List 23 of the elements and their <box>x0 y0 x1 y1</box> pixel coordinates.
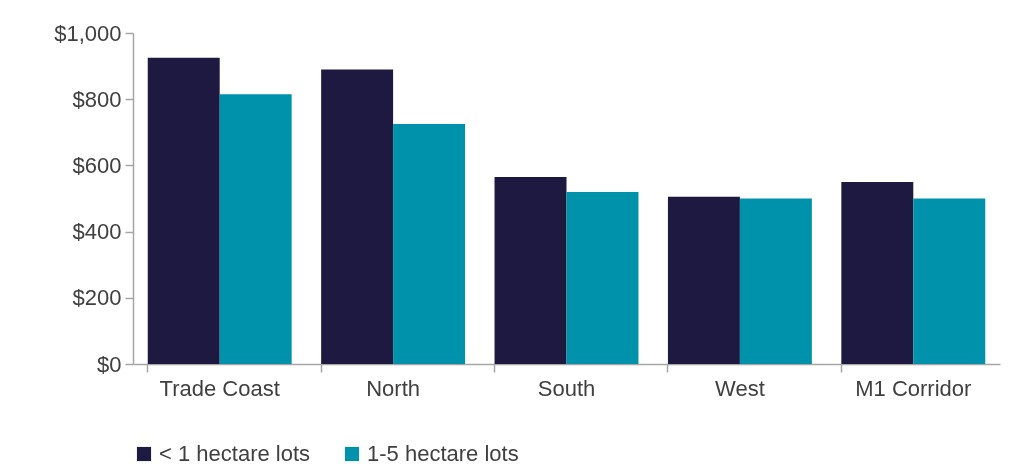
y-tick-label: $200 <box>72 285 122 311</box>
y-tick-label: $0 <box>97 351 122 377</box>
y-tick-label: $800 <box>72 86 122 112</box>
x-tick-label: Trade Coast <box>159 375 280 401</box>
bar <box>566 191 639 364</box>
y-tick-label: $400 <box>72 219 122 245</box>
bar <box>219 94 292 364</box>
bar <box>393 124 466 364</box>
bar <box>913 198 986 364</box>
bar <box>841 181 914 364</box>
legend-label: 1-5 hectare lots <box>367 441 519 465</box>
x-tick-label: M1 Corridor <box>855 375 972 401</box>
y-tick-label: $600 <box>72 152 122 178</box>
bar <box>321 69 394 364</box>
legend-label: < 1 hectare lots <box>159 441 311 465</box>
y-tick-label: $1,000 <box>54 20 122 46</box>
x-tick-label: North <box>366 375 420 401</box>
bar <box>667 196 740 364</box>
bar <box>147 57 220 364</box>
bar <box>494 176 567 364</box>
x-tick-label: South <box>537 375 596 401</box>
x-tick-label: West <box>715 375 765 401</box>
bar <box>739 198 812 364</box>
